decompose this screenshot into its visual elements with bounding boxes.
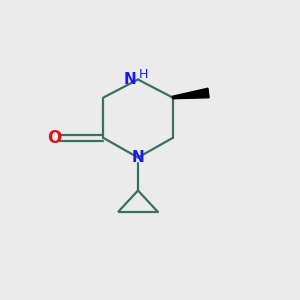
- Text: N: N: [132, 150, 144, 165]
- Polygon shape: [172, 88, 209, 99]
- Text: O: O: [47, 129, 62, 147]
- Text: H: H: [139, 68, 148, 81]
- Text: N: N: [124, 72, 136, 87]
